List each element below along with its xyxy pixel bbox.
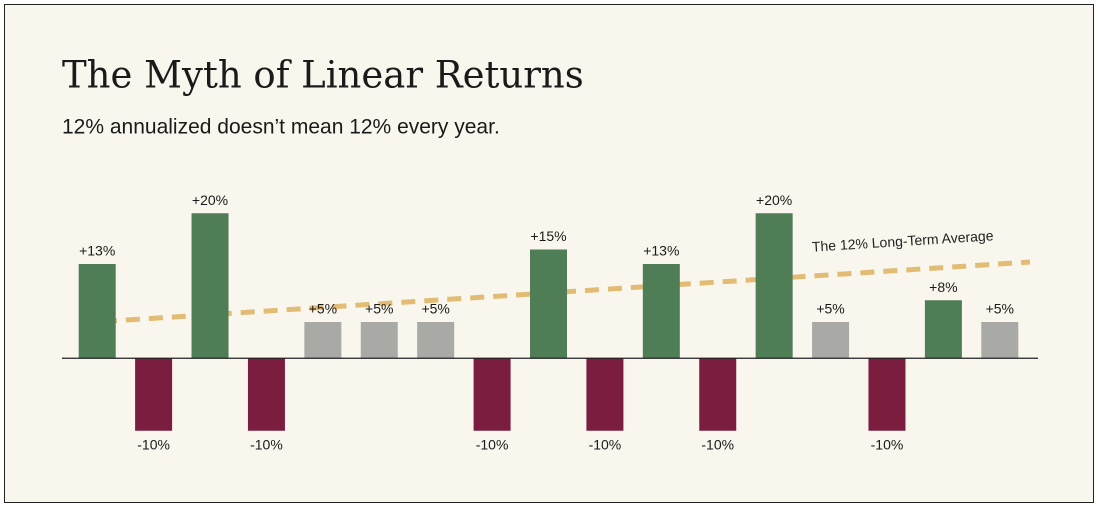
bar: [360, 322, 398, 359]
chart-title: The Myth of Linear Returns: [62, 54, 584, 97]
value-label: +5%: [816, 301, 844, 317]
bar: [417, 322, 455, 359]
value-label: +13%: [79, 243, 115, 259]
value-label: +15%: [530, 228, 566, 244]
value-label: -10%: [137, 436, 170, 452]
bar: [586, 358, 624, 431]
value-label: -10%: [476, 436, 509, 452]
bar: [78, 264, 116, 359]
bar: [191, 213, 229, 359]
value-label: +5%: [986, 301, 1014, 317]
value-label: -10%: [701, 436, 734, 452]
value-label: +8%: [929, 279, 957, 295]
value-label: -10%: [871, 436, 904, 452]
bar: [868, 358, 906, 431]
bar: [699, 358, 737, 431]
value-label: +20%: [192, 192, 228, 208]
value-label: +13%: [643, 243, 679, 259]
bar: [473, 358, 511, 431]
bar: [304, 322, 342, 359]
bar: [530, 249, 567, 359]
bar: [642, 264, 680, 359]
bar: [812, 322, 850, 359]
value-label: +20%: [756, 192, 792, 208]
value-label: +5%: [365, 301, 393, 317]
value-label: +5%: [421, 301, 449, 317]
average-line: [79, 259, 1031, 326]
bar: [247, 358, 285, 431]
value-label: -10%: [250, 436, 283, 452]
value-label: -10%: [589, 436, 622, 452]
bar: [981, 322, 1019, 359]
chart-subtitle: 12% annualized doesn’t mean 12% every ye…: [62, 116, 500, 139]
value-label: +5%: [309, 301, 337, 317]
bar: [924, 300, 962, 359]
bar: [135, 358, 173, 431]
bar: [755, 213, 793, 359]
